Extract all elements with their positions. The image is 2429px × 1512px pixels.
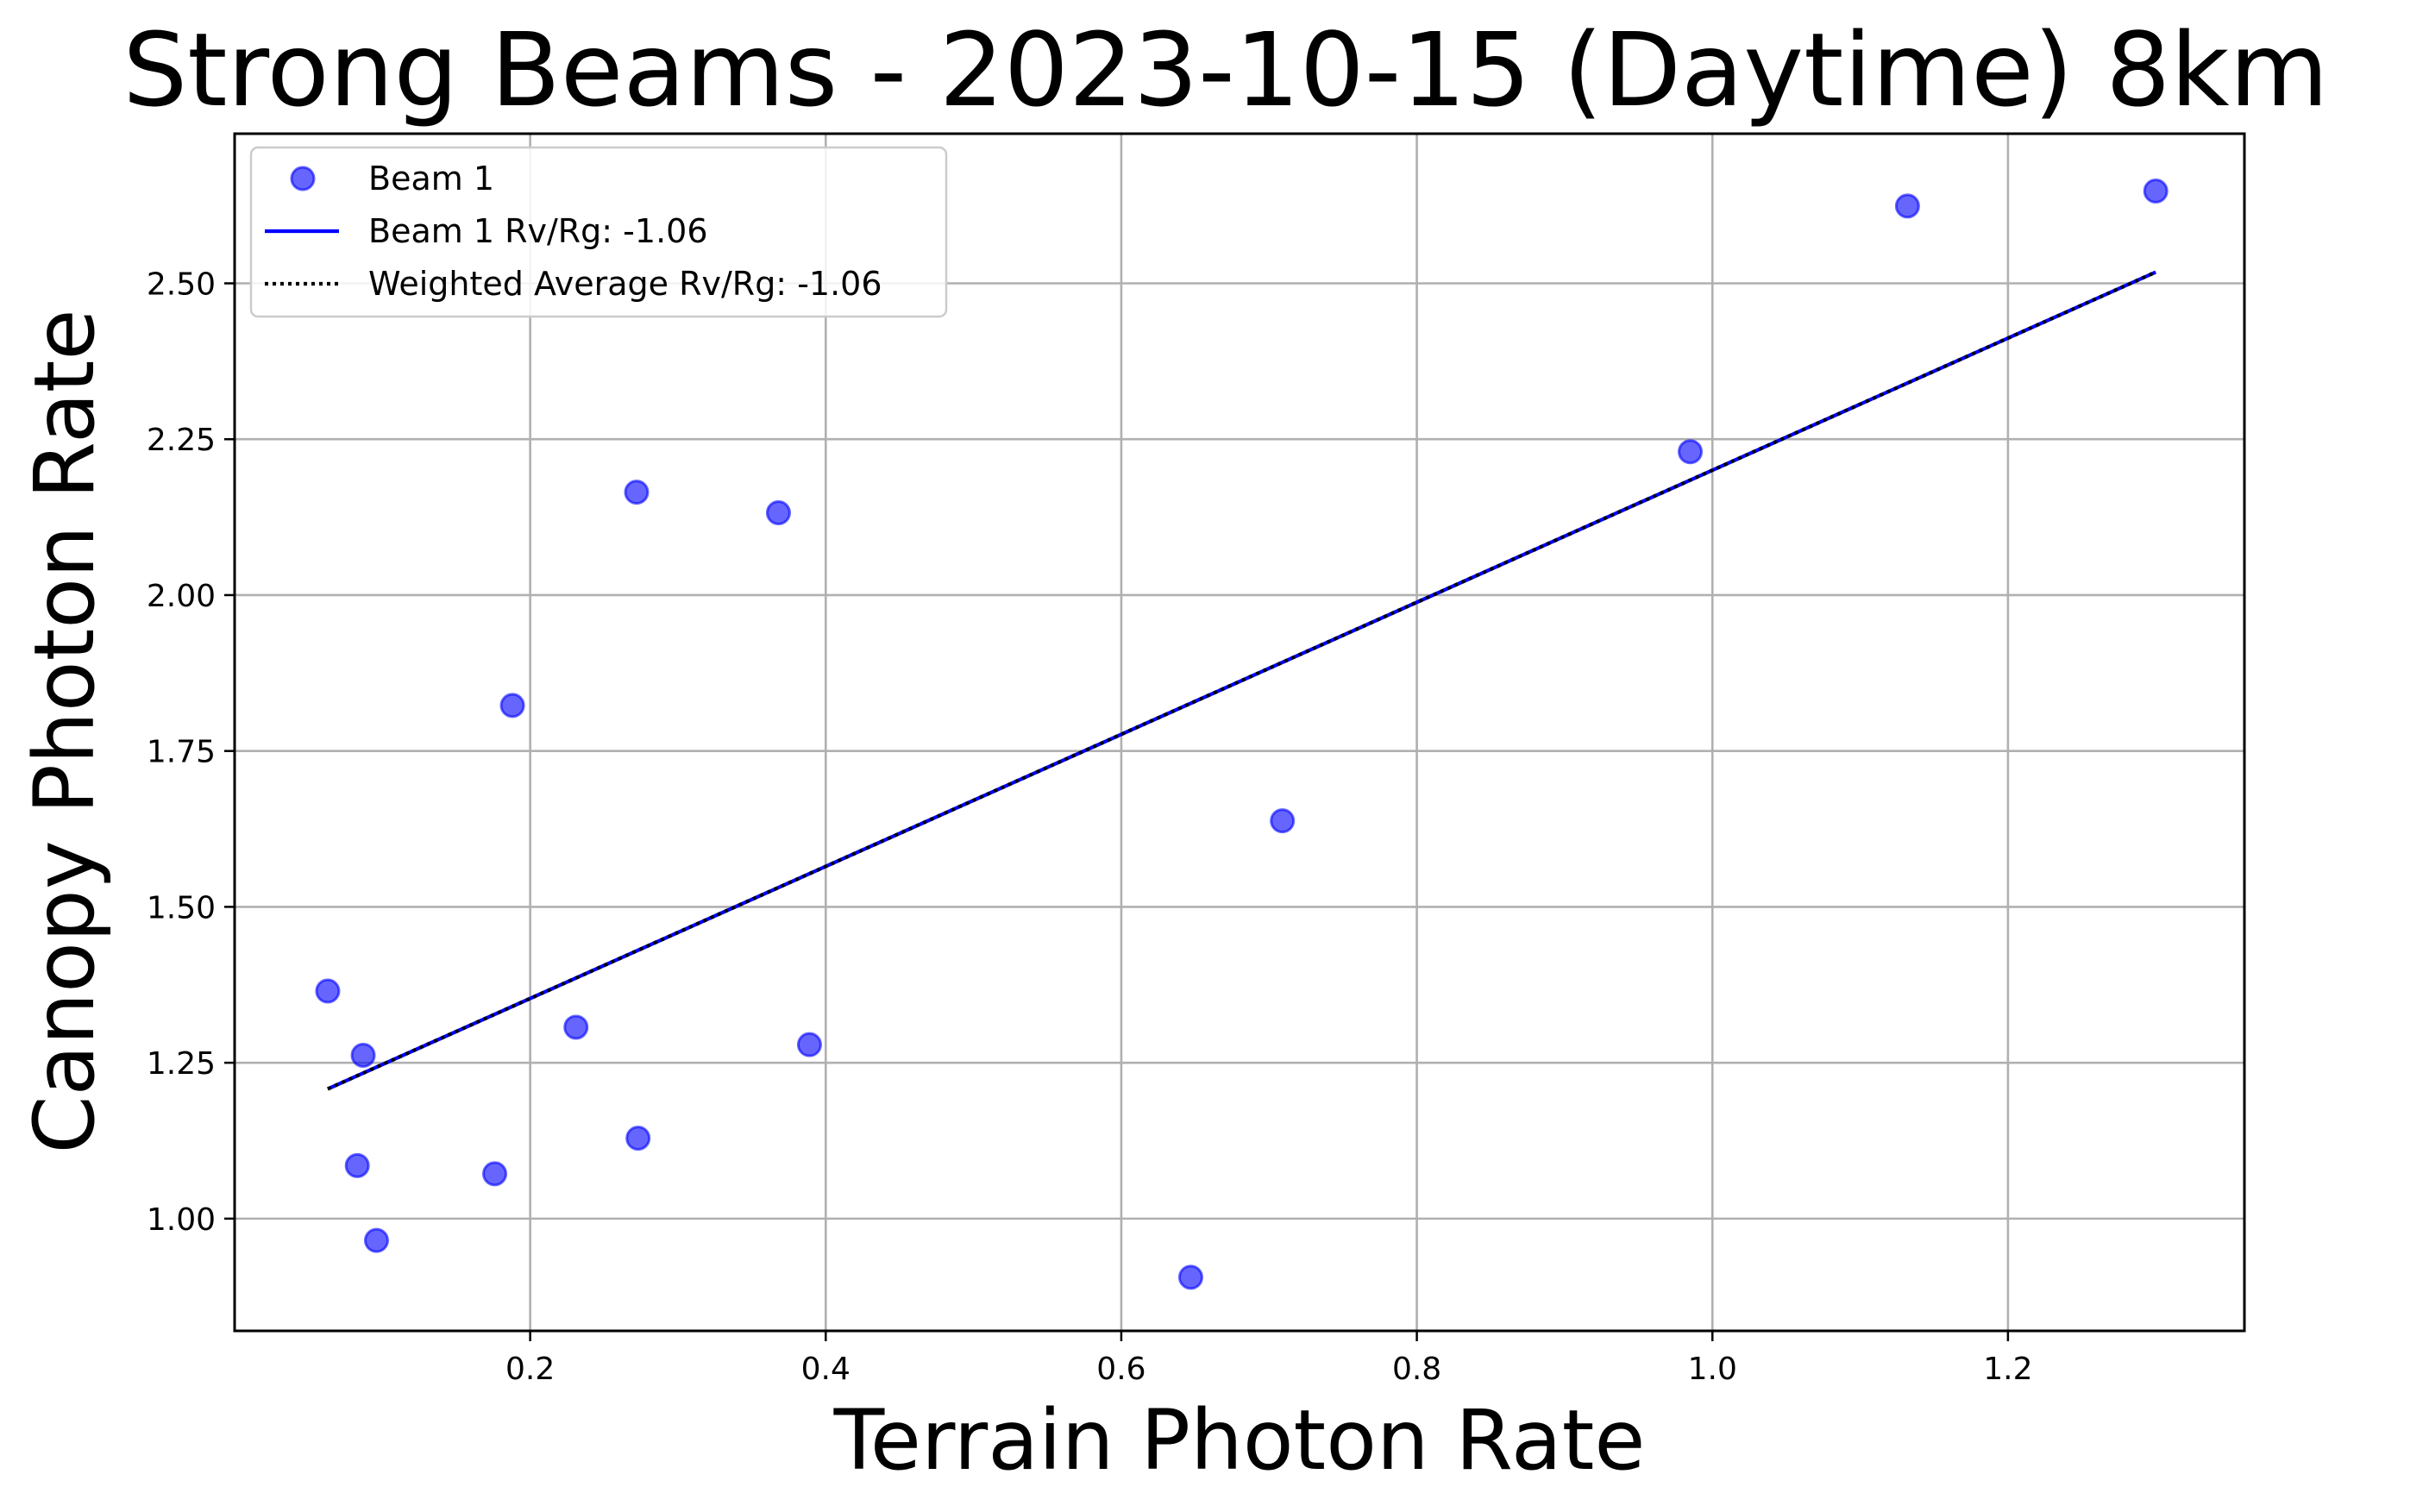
data-point (796, 1032, 822, 1057)
y-tick-label: 2.25 (147, 423, 216, 458)
data-point (1270, 808, 1296, 834)
data-point (1678, 439, 1704, 465)
data-point (563, 1014, 589, 1040)
plot-area-frame (233, 132, 2246, 1333)
data-point (625, 1126, 651, 1151)
x-axis-label: Terrain Photon Rate (833, 1392, 1646, 1489)
legend-label: Weighted Average Rv/Rg: -1.06 (368, 265, 882, 303)
legend-label: Beam 1 Rv/Rg: -1.06 (368, 212, 708, 250)
x-tick-label: 1.0 (1688, 1352, 1737, 1387)
data-points (315, 179, 2169, 1290)
data-point (1894, 193, 1920, 219)
data-point (624, 480, 650, 505)
beam-fit-line (327, 270, 2157, 1091)
x-tick-label: 0.2 (505, 1352, 555, 1387)
legend-box (249, 146, 948, 318)
chart-title: Strong Beams - 2023-10-15 (Daytime) 8km (122, 10, 2328, 129)
legend-marker (290, 166, 316, 191)
legend-label: Beam 1 (368, 160, 494, 198)
y-tick-label: 2.50 (147, 267, 216, 303)
fit-lines (327, 270, 2157, 1091)
y-tick-label: 2.00 (147, 579, 216, 614)
y-axis-label: Canopy Photon Rate (16, 309, 113, 1153)
data-point (363, 1227, 389, 1253)
x-tick-label: 1.2 (1983, 1352, 2032, 1387)
y-tick-label: 1.00 (147, 1202, 216, 1238)
x-tick-label: 0.4 (801, 1352, 850, 1387)
data-point (350, 1042, 376, 1068)
x-tick-label: 0.6 (1096, 1352, 1145, 1387)
data-point (315, 978, 341, 1004)
data-point (765, 500, 791, 526)
legend: Beam 1 Beam 1 Rv/Rg: -1.06 Weighted Averag… (249, 146, 948, 318)
y-tick-label: 1.25 (147, 1046, 216, 1082)
data-point (1177, 1264, 1203, 1290)
y-tick-label: 1.50 (147, 890, 216, 925)
data-point (2143, 179, 2169, 204)
grid (235, 134, 2244, 1331)
data-point (482, 1161, 508, 1187)
data-point (499, 693, 525, 718)
data-point (344, 1152, 370, 1178)
axis-ticks: 0.2 0.4 0.6 0.8 1.0 1.2 1.00 1.25 1.50 1.75 2.00 2.… (147, 267, 2033, 1388)
x-tick-label: 0.8 (1392, 1352, 1441, 1387)
y-tick-label: 1.75 (147, 735, 216, 770)
